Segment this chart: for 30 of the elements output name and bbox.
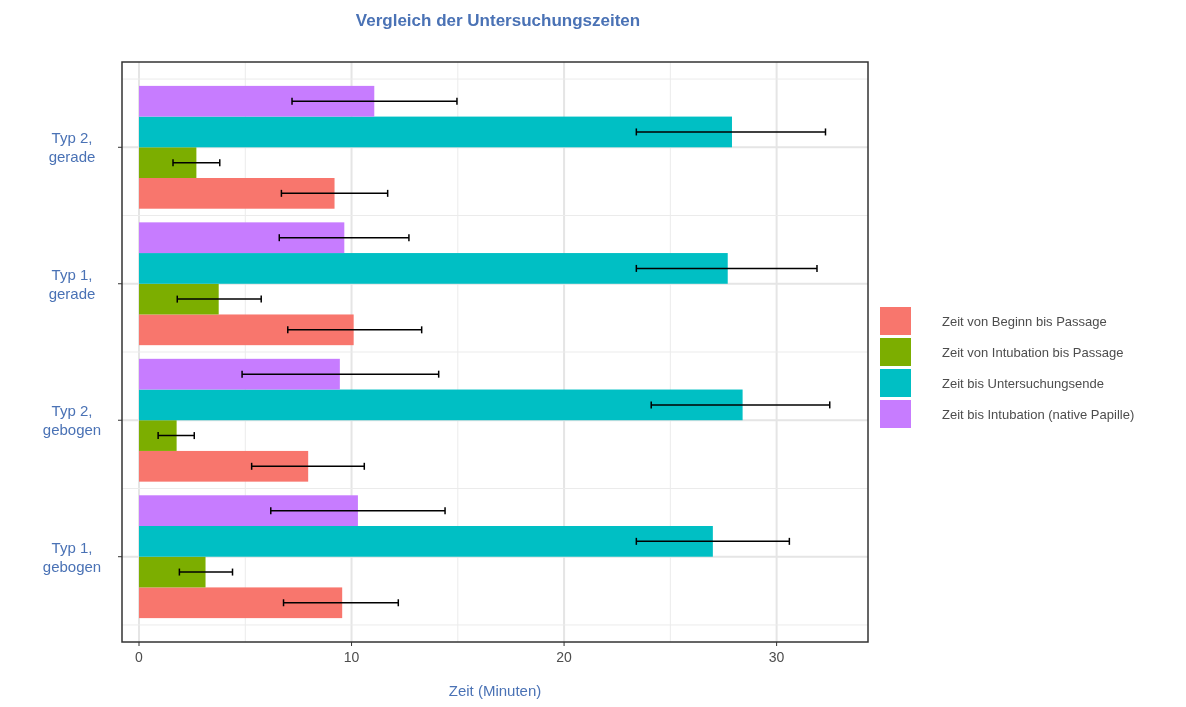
x-tick-label: 30 <box>768 649 785 665</box>
x-tick-label: 0 <box>135 649 144 665</box>
bar <box>139 222 345 254</box>
bar <box>139 450 309 482</box>
bar <box>139 526 713 557</box>
y-tick-label: Typ 1, gerade <box>48 265 96 302</box>
bar <box>139 283 219 315</box>
bar <box>139 358 340 390</box>
bar <box>139 314 354 346</box>
legend-label: Zeit bis Intubation (native Papille) <box>942 407 1135 422</box>
bar <box>139 178 335 209</box>
bar <box>139 389 743 421</box>
x-axis-title: Zeit (Minuten) <box>448 682 542 699</box>
legend-label: Zeit von Intubation bis Passage <box>942 345 1124 360</box>
bar <box>139 587 343 619</box>
legend-label: Zeit von Beginn bis Passage <box>942 314 1107 329</box>
y-tick-label: Typ 2, gerade <box>48 129 96 166</box>
legend-label: Zeit bis Untersuchungsende <box>942 376 1104 391</box>
y-tick-label: Typ 1, gebogen <box>42 538 102 575</box>
bar <box>139 253 728 284</box>
chart-title: Vergleich der Untersuchungszeiten <box>355 11 641 30</box>
bar <box>139 85 375 117</box>
x-tick-label: 10 <box>343 649 360 665</box>
bar <box>139 495 358 526</box>
bar <box>139 556 206 588</box>
y-tick-label: Typ 2, gebogen <box>42 402 102 439</box>
bar <box>139 116 732 148</box>
x-tick-label: 20 <box>556 649 573 665</box>
bar <box>139 147 197 178</box>
bar <box>139 420 177 451</box>
